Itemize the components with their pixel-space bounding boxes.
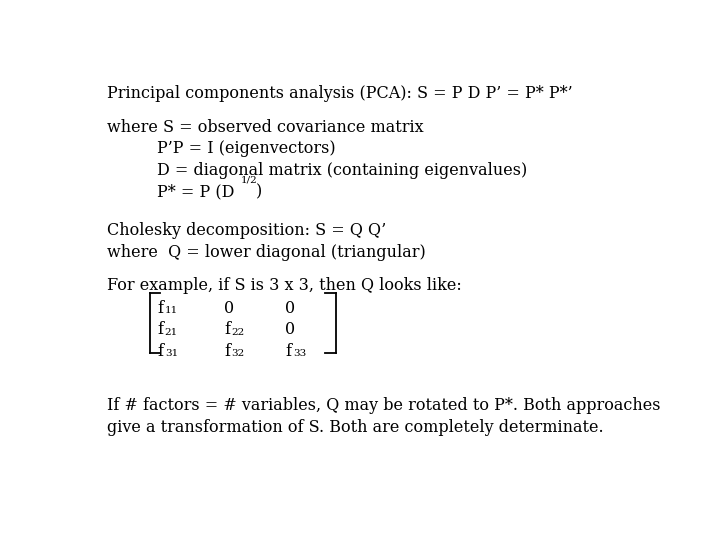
- Text: 22: 22: [232, 328, 245, 336]
- Text: 11: 11: [165, 306, 178, 315]
- Text: 31: 31: [165, 349, 178, 358]
- Text: f: f: [224, 321, 230, 339]
- Text: For example, if S is 3 x 3, then Q looks like:: For example, if S is 3 x 3, then Q looks…: [107, 277, 462, 294]
- Text: D = diagonal matrix (containing eigenvalues): D = diagonal matrix (containing eigenval…: [157, 162, 527, 179]
- Text: give a transformation of S. Both are completely determinate.: give a transformation of S. Both are com…: [107, 419, 603, 436]
- Text: where S = observed covariance matrix: where S = observed covariance matrix: [107, 119, 423, 136]
- Text: f: f: [157, 300, 163, 317]
- Text: If # factors = # variables, Q may be rotated to P*. Both approaches: If # factors = # variables, Q may be rot…: [107, 397, 660, 414]
- Text: f: f: [285, 343, 292, 360]
- Text: 32: 32: [232, 349, 245, 358]
- Text: 33: 33: [293, 349, 307, 358]
- Text: where  Q = lower diagonal (triangular): where Q = lower diagonal (triangular): [107, 245, 426, 261]
- Text: P’P = I (eigenvectors): P’P = I (eigenvectors): [157, 140, 336, 158]
- Text: 0: 0: [285, 300, 295, 317]
- Text: f: f: [224, 343, 230, 360]
- Text: f: f: [157, 321, 163, 339]
- Text: 0: 0: [285, 321, 295, 339]
- Text: 0: 0: [224, 300, 234, 317]
- Text: f: f: [157, 343, 163, 360]
- Text: ): ): [256, 184, 263, 201]
- Text: 1/2: 1/2: [240, 176, 258, 184]
- Text: Cholesky decomposition: S = Q Q’: Cholesky decomposition: S = Q Q’: [107, 222, 386, 239]
- Text: Principal components analysis (PCA): S = P D P’ = P* P*’: Principal components analysis (PCA): S =…: [107, 85, 572, 102]
- Text: P* = P (D: P* = P (D: [157, 184, 234, 201]
- Text: 21: 21: [165, 328, 178, 336]
